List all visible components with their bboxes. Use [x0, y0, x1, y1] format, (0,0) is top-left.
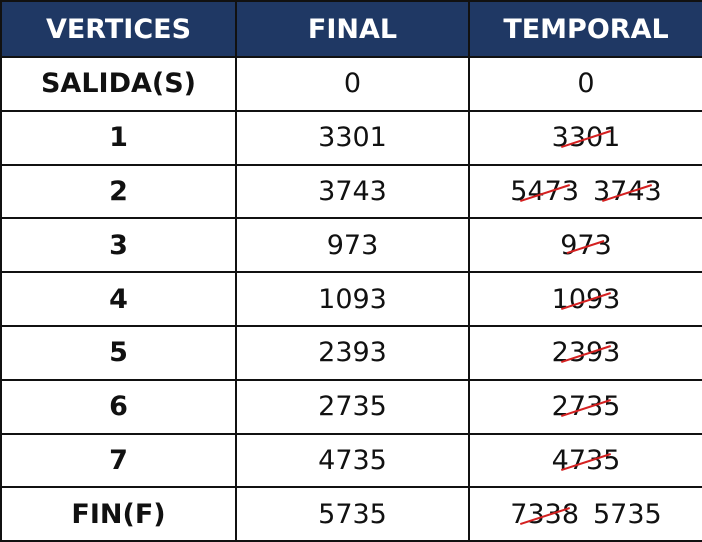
table-row: SALIDA(S) 0 0 — [0, 56, 702, 112]
temporal-value-text: 973 — [560, 229, 612, 261]
vertex-cell: 6 — [0, 378, 237, 435]
header-temporal: TEMPORAL — [468, 0, 702, 58]
temporal-value-text: 1093 — [551, 283, 621, 315]
table-row: 4 1093 1093 — [0, 271, 702, 327]
final-cell: 2735 — [235, 378, 470, 435]
table-row: 5 2393 2393 — [0, 324, 702, 381]
header-row: VERTICES FINAL TEMPORAL — [0, 0, 702, 58]
temporal-value-text: 3743 — [593, 175, 662, 207]
vertex-cell: 2 — [0, 163, 237, 220]
final-cell: 973 — [235, 217, 470, 274]
temporal-value-struck: 4735 — [552, 445, 621, 476]
temporal-cell: 0 — [468, 56, 702, 112]
table-row: 3 973 973 — [0, 217, 702, 274]
temporal-value-text: 2393 — [551, 337, 621, 369]
table-row: 7 4735 4735 — [0, 432, 702, 489]
temporal-cell: 973 — [468, 217, 702, 274]
temporal-value: 0 — [577, 68, 594, 99]
temporal-value-struck: 3301 — [552, 122, 621, 153]
header-final: FINAL — [235, 0, 470, 58]
header-vertices: VERTICES — [0, 0, 237, 58]
temporal-value-struck: 973 — [560, 230, 612, 261]
table-row: FIN(F) 5735 7338 5735 — [0, 486, 702, 542]
temporal-value-struck: 2393 — [552, 337, 621, 368]
temporal-value-text: 7338 — [510, 498, 579, 530]
final-cell: 3743 — [235, 163, 470, 220]
final-cell: 4735 — [235, 432, 470, 489]
table-row: 2 3743 5473 3743 — [0, 163, 702, 220]
temporal-value-text: 3301 — [551, 122, 621, 154]
temporal-cell: 4735 — [468, 432, 702, 489]
temporal-cell: 2393 — [468, 324, 702, 381]
temporal-cell: 1093 — [468, 271, 702, 327]
vertex-cell: 5 — [0, 324, 237, 381]
temporal-value-struck: 2735 — [552, 391, 621, 422]
final-cell: 2393 — [235, 324, 470, 381]
temporal-value-text: 2735 — [551, 391, 621, 423]
temporal-value-struck: 5473 — [510, 176, 579, 207]
final-cell: 3301 — [235, 109, 470, 166]
temporal-value-text: 5735 — [593, 498, 662, 530]
table-row: 1 3301 3301 — [0, 109, 702, 166]
vertex-cell: 1 — [0, 109, 237, 166]
vertex-cell: FIN(F) — [0, 486, 237, 542]
temporal-value: 5735 — [593, 499, 662, 530]
vertex-cell: 7 — [0, 432, 237, 489]
temporal-value-struck: 3743 — [593, 176, 662, 207]
temporal-value-text: 0 — [577, 68, 595, 100]
temporal-cell: 2735 — [468, 378, 702, 435]
final-cell: 1093 — [235, 271, 470, 327]
vertex-cell: 3 — [0, 217, 237, 274]
table-row: 6 2735 2735 — [0, 378, 702, 435]
temporal-value-struck: 1093 — [552, 284, 621, 315]
temporal-value-struck: 7338 — [510, 499, 579, 530]
temporal-value-text: 4735 — [551, 444, 621, 476]
vertex-cell: SALIDA(S) — [0, 56, 237, 112]
temporal-value-text: 5473 — [510, 175, 579, 207]
temporal-cell: 5473 3743 — [468, 163, 702, 220]
vertex-cell: 4 — [0, 271, 237, 327]
final-cell: 0 — [235, 56, 470, 112]
final-cell: 5735 — [235, 486, 470, 542]
temporal-cell: 7338 5735 — [468, 486, 702, 542]
temporal-cell: 3301 — [468, 109, 702, 166]
